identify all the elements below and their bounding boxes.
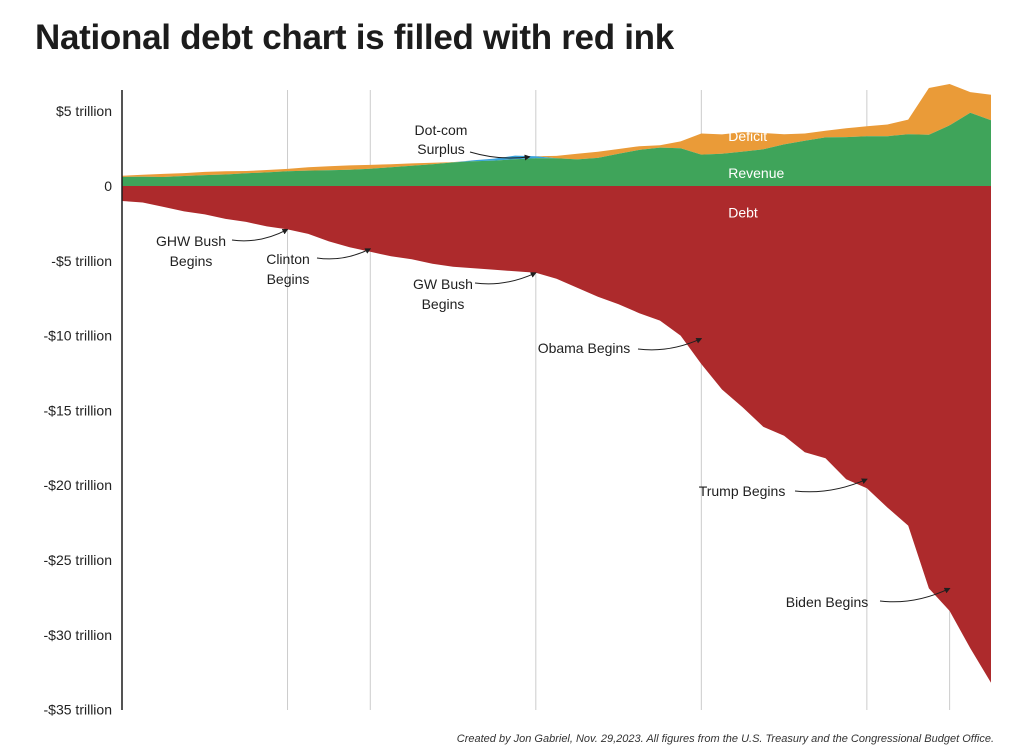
y-tick-label: -$35 trillion [44, 702, 112, 718]
annotation-arrow [879, 587, 951, 603]
y-tick-label: -$20 trillion [44, 477, 112, 493]
annotation-label-line: Dot-com [415, 122, 468, 138]
y-tick-label: -$10 trillion [44, 328, 112, 344]
y-tick-label: 0 [104, 178, 112, 194]
series-area-revenue [122, 112, 991, 186]
annotation-arrow [637, 337, 703, 351]
annotation-label-line: GW Bush [413, 276, 473, 292]
annotation-label-line: Begins [422, 296, 465, 312]
annotation-label-line: Biden Begins [786, 594, 869, 610]
annotation-arrow [316, 248, 372, 260]
annotation-label: Clinton Begins [266, 251, 310, 287]
annotation-arrow [794, 478, 868, 493]
annotation-ghwbush: GHW Bush Begins [156, 228, 289, 269]
annotation-obama: Obama Begins [538, 337, 703, 356]
chart-title: National debt chart is filled with red i… [35, 18, 674, 57]
y-tick-label: $5 trillion [56, 103, 112, 119]
y-tick-label: -$5 trillion [51, 253, 112, 269]
series-label-debt: Debt [728, 204, 758, 220]
annotation-clinton: Clinton Begins [266, 248, 372, 287]
credit-note: Created by Jon Gabriel, Nov. 29,2023. Al… [456, 733, 994, 745]
annotation-label: Trump Begins [699, 483, 786, 499]
annotation-label: GHW Bush Begins [156, 233, 226, 269]
y-tick-label: -$25 trillion [44, 552, 112, 568]
annotation-label-line: Begins [170, 253, 213, 269]
series-label-deficit: Deficit [728, 128, 767, 144]
annotation-label: Dot-com Surplus [415, 122, 468, 157]
annotation-arrow [231, 228, 289, 242]
series-area-debt [122, 186, 991, 683]
annotation-label: Biden Begins [786, 594, 869, 610]
annotation-label-line: Clinton [266, 251, 310, 267]
annotations: Dot-com Surplus GHW Bush Begins Clinton Begin… [156, 122, 951, 610]
annotation-trump: Trump Begins [699, 478, 868, 499]
annotation-arrow [469, 151, 531, 161]
data-areas [122, 84, 991, 683]
annotation-dotcom: Dot-com Surplus [415, 122, 531, 161]
annotation-label-line: Trump Begins [699, 483, 786, 499]
series-label-revenue: Revenue [728, 165, 784, 181]
annotation-gwbush: GW Bush Begins [413, 272, 537, 312]
annotation-label-line: Begins [267, 271, 310, 287]
annotation-label: Obama Begins [538, 340, 631, 356]
annotation-label-line: GHW Bush [156, 233, 226, 249]
annotation-biden: Biden Begins [786, 587, 951, 610]
y-tick-label: -$15 trillion [44, 402, 112, 418]
annotation-label-line: Obama Begins [538, 340, 631, 356]
annotation-label: GW Bush Begins [413, 276, 473, 312]
y-tick-label: -$30 trillion [44, 627, 112, 643]
annotation-label-line: Surplus [417, 141, 464, 157]
y-tick-labels: $5 trillion 0 -$5 trillion -$10 trillion -$1… [44, 103, 113, 717]
annotation-arrow [474, 272, 537, 285]
series-labels: Deficit Revenue Debt [728, 128, 784, 220]
